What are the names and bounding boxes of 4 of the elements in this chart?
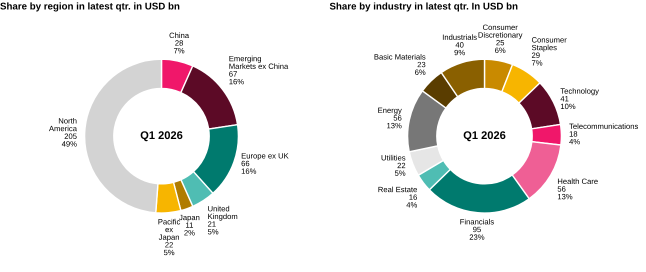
chart-title: Share by region in latest qtr. in USD bn [0, 2, 180, 12]
text: Q1 2026 [140, 131, 182, 142]
text: Q1 2026 [464, 131, 506, 142]
chart-title: Share by industry in latest qtr. In USD bn [330, 2, 518, 12]
